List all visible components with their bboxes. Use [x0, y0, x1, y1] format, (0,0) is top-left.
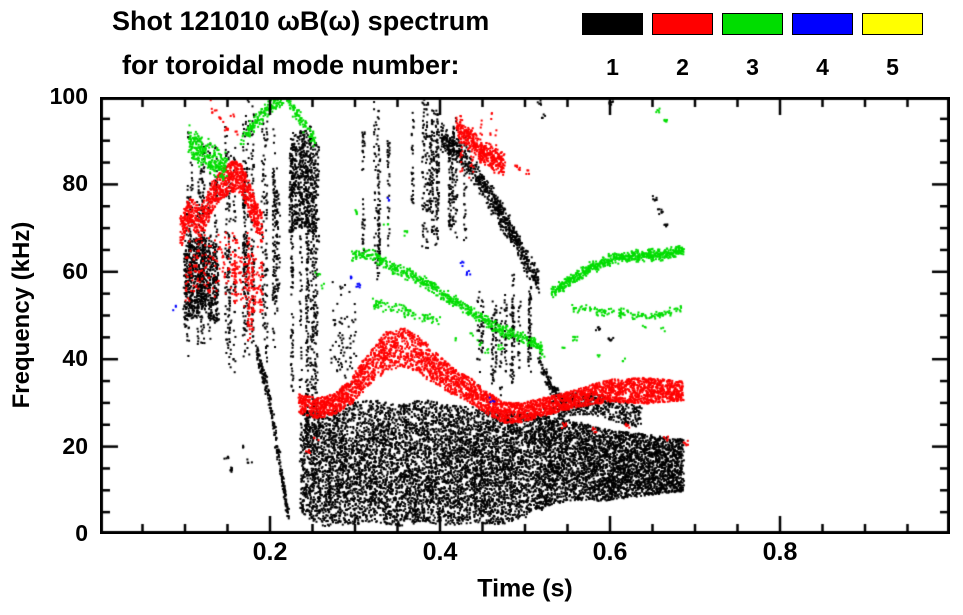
- y-tick-label: 20: [62, 432, 88, 459]
- y-tick-label: 80: [62, 170, 88, 197]
- x-tick-label: 0.4: [422, 538, 458, 566]
- x-tick-label: 0.8: [762, 538, 798, 566]
- legend-label-n3: 3: [746, 54, 759, 80]
- legend-label-n1: 1: [606, 54, 619, 80]
- legend-swatch-n1: [582, 13, 643, 35]
- legend-swatch-n5: [862, 13, 923, 35]
- legend-label-n5: 5: [886, 54, 899, 80]
- x-axis-label: Time (s): [477, 574, 573, 603]
- spectrogram-plot: [100, 97, 950, 534]
- y-tick-label: 100: [49, 83, 88, 109]
- y-tick-label: 40: [62, 345, 88, 372]
- legend-swatch-n4: [792, 13, 853, 35]
- x-tick-label: 0.6: [592, 538, 628, 566]
- legend-label-n2: 2: [676, 54, 689, 80]
- plot-subtitle: for toroidal mode number:: [122, 50, 460, 80]
- x-tick-label: 0.2: [252, 538, 288, 566]
- legend-swatch-n3: [722, 13, 783, 35]
- legend-label-n4: 4: [816, 54, 829, 80]
- plot-title: Shot 121010 ωB(ω) spectrum: [112, 6, 490, 36]
- y-tick-label: 0: [75, 520, 88, 546]
- y-tick-label: 60: [62, 257, 88, 284]
- legend-swatch-n2: [652, 13, 713, 35]
- y-axis-label: Frequency (kHz): [8, 221, 35, 409]
